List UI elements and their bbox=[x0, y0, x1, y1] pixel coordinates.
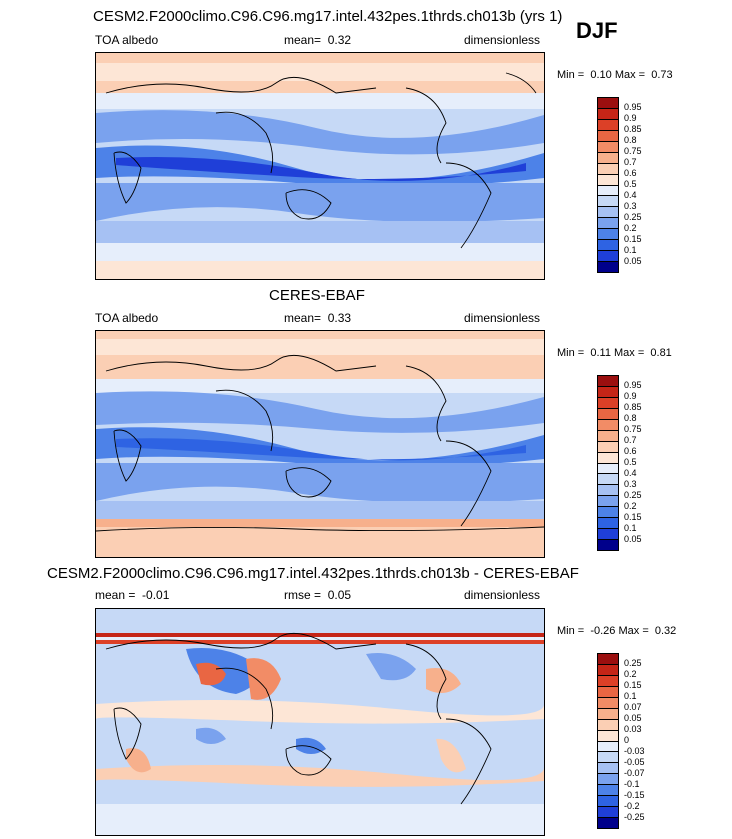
panel2-map bbox=[95, 330, 545, 558]
panel3-rmse-label: rmse = 0.05 bbox=[284, 588, 352, 602]
cbar1-label: 0.15 bbox=[624, 234, 642, 244]
panel3-mean-label: mean = -0.01 bbox=[95, 588, 170, 602]
panel1-map-graphic bbox=[96, 53, 544, 279]
cbar1-label: 0.95 bbox=[624, 102, 642, 112]
cbar3-label: 0.1 bbox=[624, 691, 637, 701]
panel1-variable-label: TOA albedo bbox=[95, 33, 159, 47]
cbar3-label: 0.07 bbox=[624, 702, 642, 712]
cbar1-label: 0.1 bbox=[624, 245, 637, 255]
panel2-minmax: Min = 0.11 Max = 0.81 bbox=[557, 347, 672, 359]
cbar3-label: 0 bbox=[624, 735, 630, 745]
panel2-mean-label: mean= 0.33 bbox=[284, 311, 352, 325]
panel1-colorbar bbox=[597, 97, 619, 273]
cbar1-label: 0.4 bbox=[624, 190, 637, 200]
cbar1-label: 0.3 bbox=[624, 201, 637, 211]
season-label: DJF bbox=[576, 18, 618, 43]
cbar3-label: 0.03 bbox=[624, 724, 642, 734]
cbar2-label: 0.8 bbox=[624, 413, 637, 423]
panel1-mean-value: 0.32 bbox=[327, 33, 352, 47]
panel1-mean-label: mean= 0.32 bbox=[284, 33, 352, 47]
panel1-minmax: Min = 0.10 Max = 0.73 bbox=[557, 69, 673, 81]
cbar1-label: 0.6 bbox=[624, 168, 637, 178]
panel3-minmax: Min = -0.26 Max = 0.32 bbox=[557, 625, 677, 637]
cbar3-label: -0.25 bbox=[624, 812, 645, 822]
cbar3-label: -0.1 bbox=[624, 779, 640, 789]
cbar1-label: 0.05 bbox=[624, 256, 642, 266]
cbar2-label: 0.1 bbox=[624, 523, 637, 533]
panel3-map bbox=[95, 608, 545, 836]
cbar3-label: -0.03 bbox=[624, 746, 645, 756]
panel1-title: CESM2.F2000climo.C96.C96.mg17.intel.432p… bbox=[93, 8, 563, 25]
cbar3-label: -0.15 bbox=[624, 790, 645, 800]
panel2-variable-label: TOA albedo bbox=[95, 311, 159, 325]
cbar3-label: -0.2 bbox=[624, 801, 640, 811]
cbar1-label: 0.2 bbox=[624, 223, 637, 233]
panel3-title: CESM2.F2000climo.C96.C96.mg17.intel.432p… bbox=[47, 565, 579, 582]
cbar2-label: 0.2 bbox=[624, 501, 637, 511]
cbar3-label: 0.05 bbox=[624, 713, 642, 723]
panel1-map bbox=[95, 52, 545, 280]
cbar2-label: 0.9 bbox=[624, 391, 637, 401]
panel3-mean-value: -0.01 bbox=[142, 588, 170, 602]
panel3-rmse-value: 0.05 bbox=[327, 588, 352, 602]
cbar2-label: 0.85 bbox=[624, 402, 642, 412]
cbar1-label: 0.9 bbox=[624, 113, 637, 123]
cbar2-label: 0.7 bbox=[624, 435, 637, 445]
cbar1-label: 0.7 bbox=[624, 157, 637, 167]
cbar3-label: 0.2 bbox=[624, 669, 637, 679]
panel3-map-graphic bbox=[96, 609, 544, 835]
panel3-colorbar bbox=[597, 653, 619, 829]
cbar2-label: 0.25 bbox=[624, 490, 642, 500]
cbar2-label: 0.15 bbox=[624, 512, 642, 522]
cbar3-label: -0.05 bbox=[624, 757, 645, 767]
cbar2-label: 0.95 bbox=[624, 380, 642, 390]
cbar2-label: 0.5 bbox=[624, 457, 637, 467]
cbar3-label: -0.07 bbox=[624, 768, 645, 778]
panel2-mean-value: 0.33 bbox=[327, 311, 352, 325]
panel2-title: CERES-EBAF bbox=[269, 287, 365, 304]
panel3-units: dimensionless bbox=[464, 588, 541, 602]
cbar2-label: 0.4 bbox=[624, 468, 637, 478]
cbar1-label: 0.8 bbox=[624, 135, 637, 145]
cbar3-label: 0.15 bbox=[624, 680, 642, 690]
panel2-map-graphic bbox=[96, 331, 544, 557]
cbar2-label: 0.75 bbox=[624, 424, 642, 434]
panel2-units: dimensionless bbox=[464, 311, 541, 325]
cbar2-label: 0.6 bbox=[624, 446, 637, 456]
panel1-units: dimensionless bbox=[464, 33, 541, 47]
cbar2-label: 0.3 bbox=[624, 479, 637, 489]
cbar3-label: 0.25 bbox=[624, 658, 642, 668]
cbar2-label: 0.05 bbox=[624, 534, 642, 544]
cbar1-label: 0.5 bbox=[624, 179, 637, 189]
cbar1-label: 0.75 bbox=[624, 146, 642, 156]
cbar1-label: 0.85 bbox=[624, 124, 642, 134]
cbar1-label: 0.25 bbox=[624, 212, 642, 222]
panel2-colorbar bbox=[597, 375, 619, 551]
